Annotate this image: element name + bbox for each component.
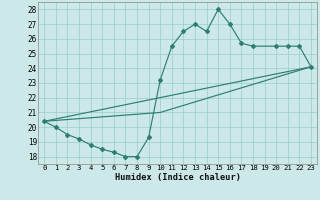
X-axis label: Humidex (Indice chaleur): Humidex (Indice chaleur) bbox=[115, 173, 241, 182]
